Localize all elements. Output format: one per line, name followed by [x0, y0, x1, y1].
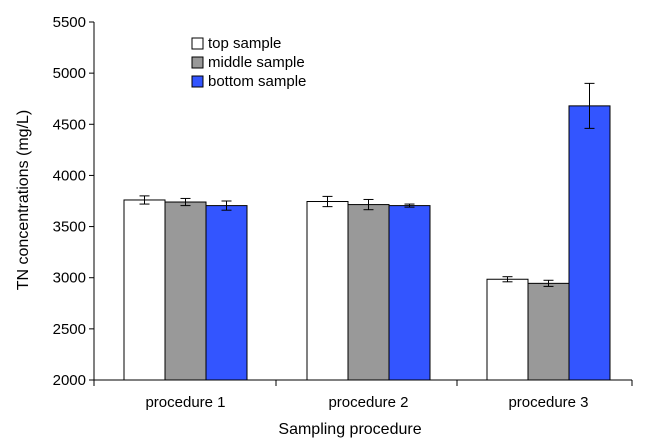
bar-top-sample-1	[123, 199, 166, 381]
error-bars	[139, 82, 595, 287]
legend-label: bottom sample	[208, 73, 306, 90]
y-ticks: 2000 2500 3000 3500 4000 4500 5000 5500	[53, 14, 94, 389]
x-tick-label: procedure 1	[145, 394, 225, 411]
bar-middle-sample-1	[164, 201, 207, 381]
legend: top sample middle sample bottom sample	[191, 35, 306, 90]
y-tick-label: 3000	[53, 270, 86, 287]
bar-bottom-sample-3	[568, 105, 611, 381]
legend-swatch	[191, 37, 204, 50]
x-tick-label: procedure 2	[328, 394, 408, 411]
y-tick-label: 2500	[53, 321, 86, 338]
legend-label: middle sample	[208, 54, 305, 71]
axes: 2000 2500 3000 3500 4000 4500 5000 5500 procedu…	[53, 14, 633, 411]
legend-swatch	[191, 56, 204, 69]
bars	[123, 105, 611, 381]
legend-label: top sample	[208, 35, 281, 52]
bar-top-sample-3	[486, 278, 529, 381]
bar-bottom-sample-1	[205, 205, 248, 381]
y-tick-label: 3500	[53, 219, 86, 236]
x-tick-label: procedure 3	[508, 394, 588, 411]
bar-top-sample-2	[306, 201, 349, 381]
y-tick-label: 2000	[53, 372, 86, 389]
y-tick-label: 4500	[53, 116, 86, 133]
x-axis-title: Sampling procedure	[278, 421, 421, 438]
bar-middle-sample-2	[347, 204, 390, 381]
bar-bottom-sample-2	[388, 205, 431, 381]
y-axis-title: TN concentrations (mg/L)	[15, 110, 32, 291]
y-tick-label: 5500	[53, 14, 86, 31]
x-ticks: procedure 1 procedure 2 procedure 3	[93, 380, 633, 411]
y-tick-label: 5000	[53, 65, 86, 82]
bar-middle-sample-3	[527, 282, 570, 381]
y-tick-label: 4000	[53, 167, 86, 184]
legend-swatch	[191, 75, 204, 88]
